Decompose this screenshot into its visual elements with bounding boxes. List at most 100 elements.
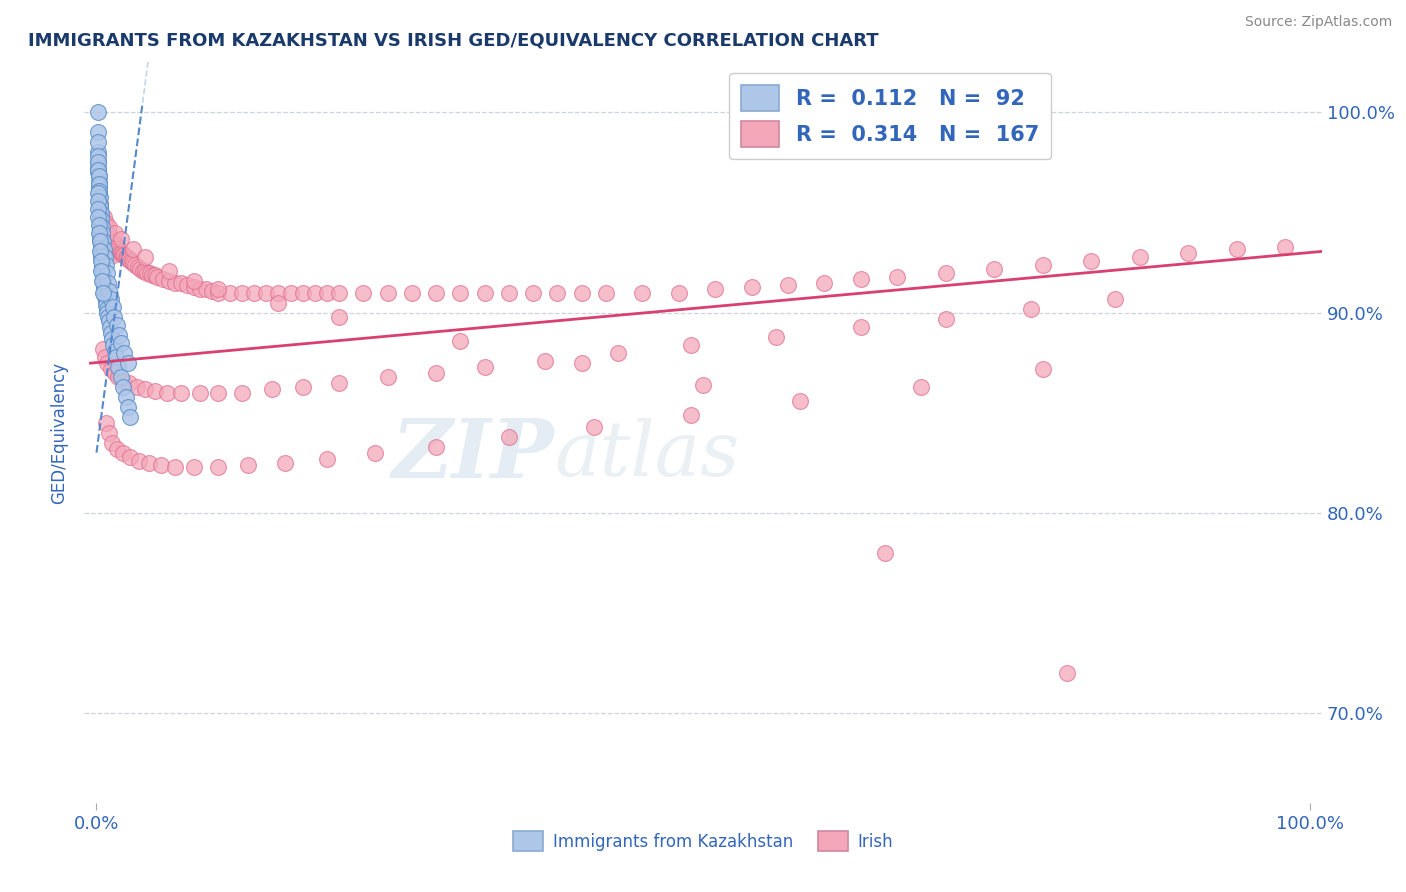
Point [267,295,290,310]
Point [91,226,114,240]
Point [110,245,132,260]
Point [262,382,284,396]
Point [89,234,111,248]
Point [97,239,120,253]
Point [1056,665,1078,680]
Point [157,274,180,288]
Point [425,366,447,380]
Point [101,245,124,260]
Point [112,247,135,261]
Point [108,244,131,258]
Point [89,189,111,203]
Point [207,459,229,474]
Point [143,384,166,398]
Point [90,211,112,226]
Point [97,226,120,240]
Point [207,385,229,400]
Point [120,450,142,464]
Point [201,284,224,298]
Point [522,285,544,300]
Point [98,242,121,256]
Point [136,266,159,280]
Point [94,289,117,303]
Point [86,149,108,163]
Point [183,279,205,293]
Point [679,337,702,351]
Text: Source: ZipAtlas.com: Source: ZipAtlas.com [1244,15,1392,29]
Point [86,136,108,150]
Point [1019,301,1042,316]
Point [789,393,811,408]
Text: atlas: atlas [554,417,740,491]
Point [96,215,118,229]
Point [935,266,957,280]
Point [474,359,496,374]
Point [104,226,127,240]
Point [316,285,339,300]
Point [97,425,120,440]
Point [117,355,139,369]
Point [91,266,114,280]
Point [571,355,593,369]
Point [87,226,110,240]
Point [141,268,163,282]
Point [112,445,135,459]
Point [108,327,131,342]
Point [125,379,148,393]
Point [546,285,568,300]
Point [89,219,111,234]
Point [93,281,115,295]
Point [498,429,520,443]
Point [87,202,110,216]
Point [96,219,118,234]
Point [93,285,115,300]
Point [679,408,702,422]
Point [91,229,114,244]
Point [425,440,447,454]
Point [134,250,156,264]
Point [87,179,110,194]
Point [107,359,129,374]
Point [183,459,205,474]
Point [107,242,129,256]
Point [87,155,110,169]
Point [377,285,399,300]
Point [120,253,142,268]
Point [98,229,121,244]
Point [139,266,162,280]
Point [1274,239,1296,253]
Point [87,155,110,169]
Point [96,355,118,369]
Point [87,169,110,184]
Point [89,189,111,203]
Point [176,277,198,292]
Point [91,261,114,276]
Point [114,390,136,404]
Point [813,276,835,290]
Point [1032,361,1054,376]
Point [498,285,520,300]
Point [103,337,125,351]
Point [1129,250,1152,264]
Point [91,342,114,356]
Point [100,244,122,258]
Point [93,277,115,292]
Point [134,263,156,277]
Point [112,374,135,388]
Point [983,261,1005,276]
Point [105,318,128,332]
Point [231,285,253,300]
Point [105,442,128,456]
Text: IMMIGRANTS FROM KAZAKHSTAN VS IRISH GED/EQUIVALENCY CORRELATION CHART: IMMIGRANTS FROM KAZAKHSTAN VS IRISH GED/… [28,31,879,49]
Legend: Immigrants from Kazakhstan, Irish: Immigrants from Kazakhstan, Irish [506,825,900,857]
Point [741,279,763,293]
Point [86,186,108,200]
Point [112,247,135,261]
Point [91,274,114,288]
Point [96,223,118,237]
Point [776,277,799,292]
Point [120,409,142,424]
Point [595,285,617,300]
Point [96,301,118,316]
Point [138,456,160,470]
